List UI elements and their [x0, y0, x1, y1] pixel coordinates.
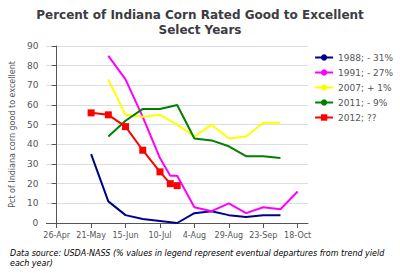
svg-text:26-Apr: 26-Apr — [43, 231, 70, 240]
svg-text:30: 30 — [27, 159, 39, 169]
svg-text:40: 40 — [27, 139, 39, 149]
svg-text:10-Jul: 10-Jul — [148, 231, 171, 240]
svg-text:29-Aug: 29-Aug — [215, 231, 244, 240]
svg-text:23-Sep: 23-Sep — [249, 231, 277, 240]
svg-text:20: 20 — [27, 179, 39, 189]
svg-text:18-Oct: 18-Oct — [284, 231, 311, 240]
svg-text:2011; - 9%: 2011; - 9% — [338, 98, 388, 108]
svg-text:10: 10 — [27, 198, 39, 208]
svg-text:Select Years: Select Years — [159, 23, 242, 37]
svg-text:50: 50 — [27, 120, 39, 130]
svg-text:90: 90 — [27, 41, 39, 51]
svg-text:Pct of Indiana corn good to ex: Pct of Indiana corn good to excellent — [8, 61, 17, 208]
svg-text:80: 80 — [27, 61, 39, 71]
svg-text:70: 70 — [27, 80, 39, 90]
svg-text:2007; + 1%: 2007; + 1% — [338, 83, 392, 93]
svg-text:Percent of Indiana Corn Rated: Percent of Indiana Corn Rated Good to Ex… — [36, 8, 364, 22]
svg-text:4-Aug: 4-Aug — [183, 231, 206, 240]
svg-text:Data source: USDA-NASS (% valu: Data source: USDA-NASS (% values in lege… — [10, 249, 387, 258]
svg-text:60: 60 — [27, 100, 39, 110]
svg-text:1988; - 31%: 1988; - 31% — [338, 53, 393, 63]
svg-text:15-Jun: 15-Jun — [113, 231, 139, 240]
svg-text:1991; - 27%: 1991; - 27% — [338, 68, 393, 78]
svg-text:2012; ??: 2012; ?? — [338, 113, 377, 123]
svg-text:each year): each year) — [10, 259, 53, 268]
svg-text:0: 0 — [33, 218, 39, 228]
svg-text:21-May: 21-May — [76, 231, 106, 240]
